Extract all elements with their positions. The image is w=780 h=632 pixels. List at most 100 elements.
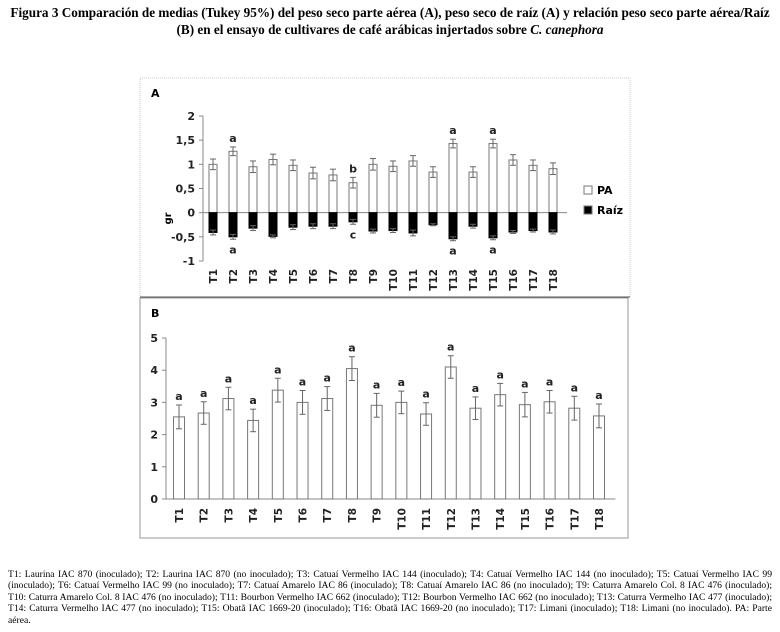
bar-raíz-T9 (368, 212, 378, 232)
significance-letter: a (521, 377, 528, 390)
significance-letter: a (489, 124, 496, 137)
y-tick-label: 3 (150, 396, 158, 409)
bar-pa-T3 (248, 166, 258, 214)
bar-pa-T4 (268, 159, 278, 214)
y-axis-label: gr (163, 212, 174, 224)
bar-raíz-T17 (528, 212, 538, 232)
x-tick-label: T17 (569, 508, 581, 530)
x-tick-label: T16 (545, 508, 557, 530)
significance-letter: a (200, 387, 207, 400)
legend-label: PA (597, 184, 613, 197)
bar-pa/raíz-T10 (395, 401, 408, 500)
significance-letter: a (449, 124, 456, 137)
significance-letter: a (447, 341, 454, 354)
bar-raíz-T1 (208, 212, 218, 233)
x-tick-label: T10 (396, 508, 408, 530)
bar-pa-T15 (488, 143, 498, 214)
bar-pa-T16 (508, 159, 518, 214)
bar-pa/raíz-T13 (469, 407, 482, 500)
significance-letter: a (449, 245, 456, 258)
bar-pa-T9 (368, 163, 378, 214)
y-tick-label: -1 (183, 255, 195, 268)
bar-pa/raíz-T6 (296, 401, 309, 500)
x-tick-label: T2 (199, 508, 211, 522)
panel-b-frame (139, 297, 629, 539)
bar-pa/raíz-T11 (420, 413, 433, 500)
x-tick-label: T11 (421, 508, 433, 530)
significance-letter: a (274, 363, 281, 376)
bar-pa-T10 (388, 165, 398, 214)
bar-raíz-T12 (428, 212, 438, 226)
panel-b-chart: B 0 1 2 3 4 5 a a a a a a a a a a a a a a a a a a T1 T2 T3 T4 T5 T6 T7 T… (150, 307, 616, 530)
significance-letter: a (398, 376, 405, 389)
title-species: C. canephora (530, 22, 604, 37)
x-tick-label: T18 (594, 508, 606, 530)
bar-raíz-T16 (508, 212, 518, 233)
x-tick-label: T9 (372, 508, 384, 522)
significance-letter: a (348, 342, 355, 355)
y-tick-label: 4 (150, 364, 158, 377)
bar-pa-T13 (448, 143, 458, 214)
bar-raíz-T13 (448, 212, 458, 240)
y-tick-label: 5 (150, 332, 158, 345)
bar-pa-T18 (548, 168, 558, 214)
significance-letter: a (496, 368, 503, 381)
x-tick-label: T8 (347, 508, 359, 522)
x-tick-label: T10 (388, 269, 400, 291)
significance-letter: a (229, 243, 236, 256)
y-tick-label: 2 (187, 110, 195, 123)
bar-pa/raíz-T5 (271, 389, 284, 500)
y-tick-label: 1 (187, 158, 195, 171)
x-tick-label: T3 (248, 269, 260, 283)
bar-raíz-T15 (488, 212, 498, 239)
x-tick-label: T3 (223, 508, 235, 522)
panel-label: A (151, 87, 160, 100)
significance-letter: a (299, 375, 306, 388)
x-tick-label: T13 (448, 269, 460, 291)
bar-pa-T2 (228, 150, 238, 214)
significance-letter: a (373, 378, 380, 391)
x-tick-label: T18 (548, 269, 560, 291)
x-tick-label: T7 (322, 508, 334, 522)
x-tick-label: T16 (508, 269, 520, 291)
bar-pa-T12 (428, 171, 438, 214)
significance-letter: a (324, 372, 331, 385)
significance-letter: a (225, 372, 232, 385)
x-tick-label: T4 (268, 269, 280, 283)
bar-raíz-T10 (388, 212, 398, 232)
bar-pa/raíz-T7 (321, 398, 334, 500)
x-tick-label: T12 (446, 508, 458, 530)
legend-swatch-raíz (583, 205, 593, 215)
bar-pa-T11 (408, 160, 418, 214)
significance-letter: a (175, 390, 182, 403)
bar-pa/raíz-T14 (494, 394, 507, 500)
y-tick-label: 2 (150, 429, 158, 442)
x-tick-label: T15 (488, 269, 500, 291)
x-tick-label: T6 (308, 269, 320, 283)
bar-raíz-T4 (268, 212, 278, 237)
legend-swatch-pa (583, 185, 593, 195)
significance-letter: a (422, 388, 429, 401)
bar-pa/raíz-T8 (345, 368, 358, 500)
significance-letter: b (349, 162, 357, 175)
figure-panels: A -1 -0,5 0 0,5 1 1,5 2 a b a a a c a a T1 T2 T3 T4 T5 T6 T7 T8… (139, 77, 631, 539)
x-tick-label: T6 (298, 508, 310, 522)
x-tick-label: T17 (528, 269, 540, 291)
significance-letter: a (489, 244, 496, 257)
bar-pa/raíz-T16 (543, 401, 556, 500)
significance-letter: a (595, 389, 602, 402)
bar-pa-T1 (208, 163, 218, 214)
x-tick-label: T13 (470, 508, 482, 530)
bar-pa-T17 (528, 164, 538, 214)
significance-letter: a (546, 375, 553, 388)
y-tick-label: 1 (150, 461, 158, 474)
figure-caption: T1: Laurina IAC 870 (inoculado); T2: Lau… (8, 569, 772, 626)
x-tick-label: T14 (495, 508, 507, 530)
y-tick-label: -0,5 (171, 231, 195, 244)
bar-pa/raíz-T2 (197, 412, 210, 500)
y-tick-label: 0 (150, 493, 158, 506)
figure-title: Figura 3 Comparación de medias (Tukey 95… (10, 4, 770, 38)
bar-raíz-T2 (228, 212, 238, 238)
bar-pa/raíz-T4 (247, 419, 260, 500)
x-tick-label: T5 (273, 508, 285, 522)
